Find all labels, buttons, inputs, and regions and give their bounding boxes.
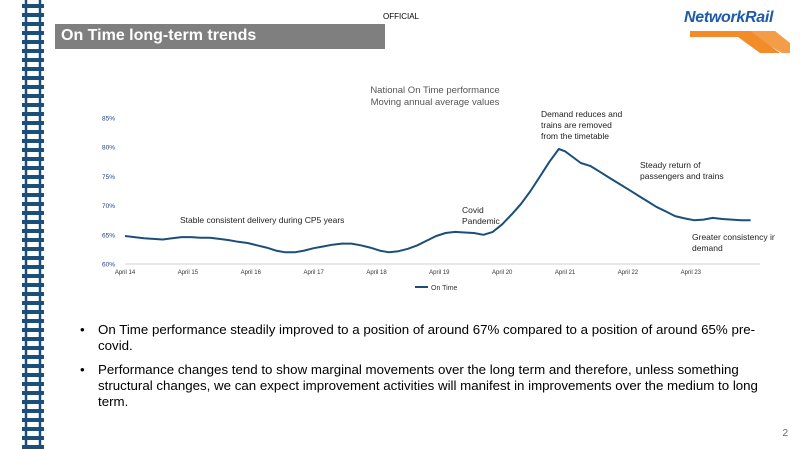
track-sleeper <box>22 67 44 71</box>
track-sleeper <box>22 76 44 80</box>
track-sleeper <box>22 355 44 359</box>
track-sleeper <box>22 274 44 278</box>
x-tick-label: April 19 <box>429 270 450 276</box>
bullet-text: On Time performance steadily improved to… <box>98 322 756 353</box>
track-sleeper <box>22 229 44 233</box>
track-sleeper <box>22 436 44 440</box>
y-tick-label: 65% <box>102 232 115 239</box>
track-sleeper <box>22 346 44 350</box>
track-sleeper <box>22 301 44 305</box>
page-number: 2 <box>782 428 788 439</box>
track-sleeper <box>22 400 44 404</box>
track-sleeper <box>22 40 44 44</box>
page-title: On Time long-term trends <box>61 27 257 44</box>
series-line-on-time <box>124 148 751 254</box>
track-sleeper <box>22 427 44 431</box>
bullet-text: Performance changes tend to show margina… <box>98 362 758 409</box>
track-sleeper <box>22 418 44 422</box>
track-sleeper <box>22 364 44 368</box>
chart-subtitle: Moving annual average values <box>371 97 500 108</box>
bullet-symbol: • <box>80 362 85 377</box>
x-tick-label: April 20 <box>492 270 513 276</box>
bullet-item: • On Time performance steadily improved … <box>80 322 770 354</box>
track-sleeper <box>22 94 44 98</box>
track-sleeper <box>22 220 44 224</box>
annotation-covid: Covid Pandemic <box>462 205 501 226</box>
track-sleeper <box>22 130 44 134</box>
track-sleeper <box>22 265 44 269</box>
track-sleeper <box>22 211 44 215</box>
logo-text: NetworkRail <box>684 9 774 26</box>
track-sleeper <box>22 175 44 179</box>
on-time-line-chart: National On Time performance Moving annu… <box>102 85 775 292</box>
annotation-cp5: Stable consistent delivery during CP5 ye… <box>180 215 344 225</box>
track-sleeper <box>22 310 44 314</box>
y-tick-label: 70% <box>102 203 115 210</box>
x-tick-label: April 17 <box>303 270 324 276</box>
annotation-greater-consistency: Greater consistency in demand <box>692 232 775 253</box>
track-sleeper <box>22 328 44 332</box>
network-rail-logo: NetworkRail <box>680 5 795 55</box>
track-sleeper <box>22 247 44 251</box>
track-sleeper <box>22 139 44 143</box>
classification-label: OFFICIAL <box>383 12 420 21</box>
track-sleeper <box>22 283 44 287</box>
track-sleeper <box>22 319 44 323</box>
legend-label: On Time <box>431 285 458 292</box>
annotation-demand-reduces: Demand reduces and trains are removed from… <box>541 109 623 141</box>
track-sleeper <box>22 112 44 116</box>
annotation-steady-return: Steady return of passengers and trains <box>640 160 724 181</box>
track-sleeper <box>22 31 44 35</box>
x-tick-label: April 22 <box>618 270 639 276</box>
track-sleeper <box>22 445 44 449</box>
bullet-item: • Performance changes tend to show margi… <box>80 362 770 410</box>
y-tick-label: 85% <box>102 116 115 123</box>
x-tick-label: April 23 <box>681 270 702 276</box>
track-sleeper <box>22 157 44 161</box>
track-sleeper <box>22 58 44 62</box>
track-sleeper <box>22 103 44 107</box>
title-bar: On Time long-term trends <box>55 24 385 49</box>
track-sleeper <box>22 391 44 395</box>
y-tick-label: 75% <box>102 174 115 181</box>
bullet-symbol: • <box>80 322 85 337</box>
logo-chevron-icon <box>690 31 790 53</box>
track-sleeper <box>22 292 44 296</box>
track-sleeper <box>22 4 44 8</box>
x-tick-label: April 16 <box>241 270 262 276</box>
track-sleeper <box>22 382 44 386</box>
railway-track-decoration <box>22 0 44 449</box>
track-sleeper <box>22 148 44 152</box>
x-tick-label: April 14 <box>115 270 136 276</box>
y-tick-label: 60% <box>102 262 115 269</box>
track-sleeper <box>22 256 44 260</box>
x-tick-label: April 18 <box>366 270 387 276</box>
track-sleeper <box>22 202 44 206</box>
track-sleeper <box>22 85 44 89</box>
track-sleeper <box>22 166 44 170</box>
track-sleeper <box>22 409 44 413</box>
y-tick-label: 80% <box>102 145 115 152</box>
track-sleeper <box>22 373 44 377</box>
chart-title: National On Time performance <box>370 85 499 96</box>
track-sleeper <box>22 337 44 341</box>
x-tick-label: April 21 <box>555 270 576 276</box>
bullet-list: • On Time performance steadily improved … <box>80 322 770 418</box>
x-tick-label: April 15 <box>178 270 199 276</box>
track-sleeper <box>22 13 44 17</box>
track-sleeper <box>22 22 44 26</box>
track-sleeper <box>22 193 44 197</box>
track-sleeper <box>22 238 44 242</box>
track-sleeper <box>22 121 44 125</box>
track-sleeper <box>22 184 44 188</box>
track-sleeper <box>22 49 44 53</box>
